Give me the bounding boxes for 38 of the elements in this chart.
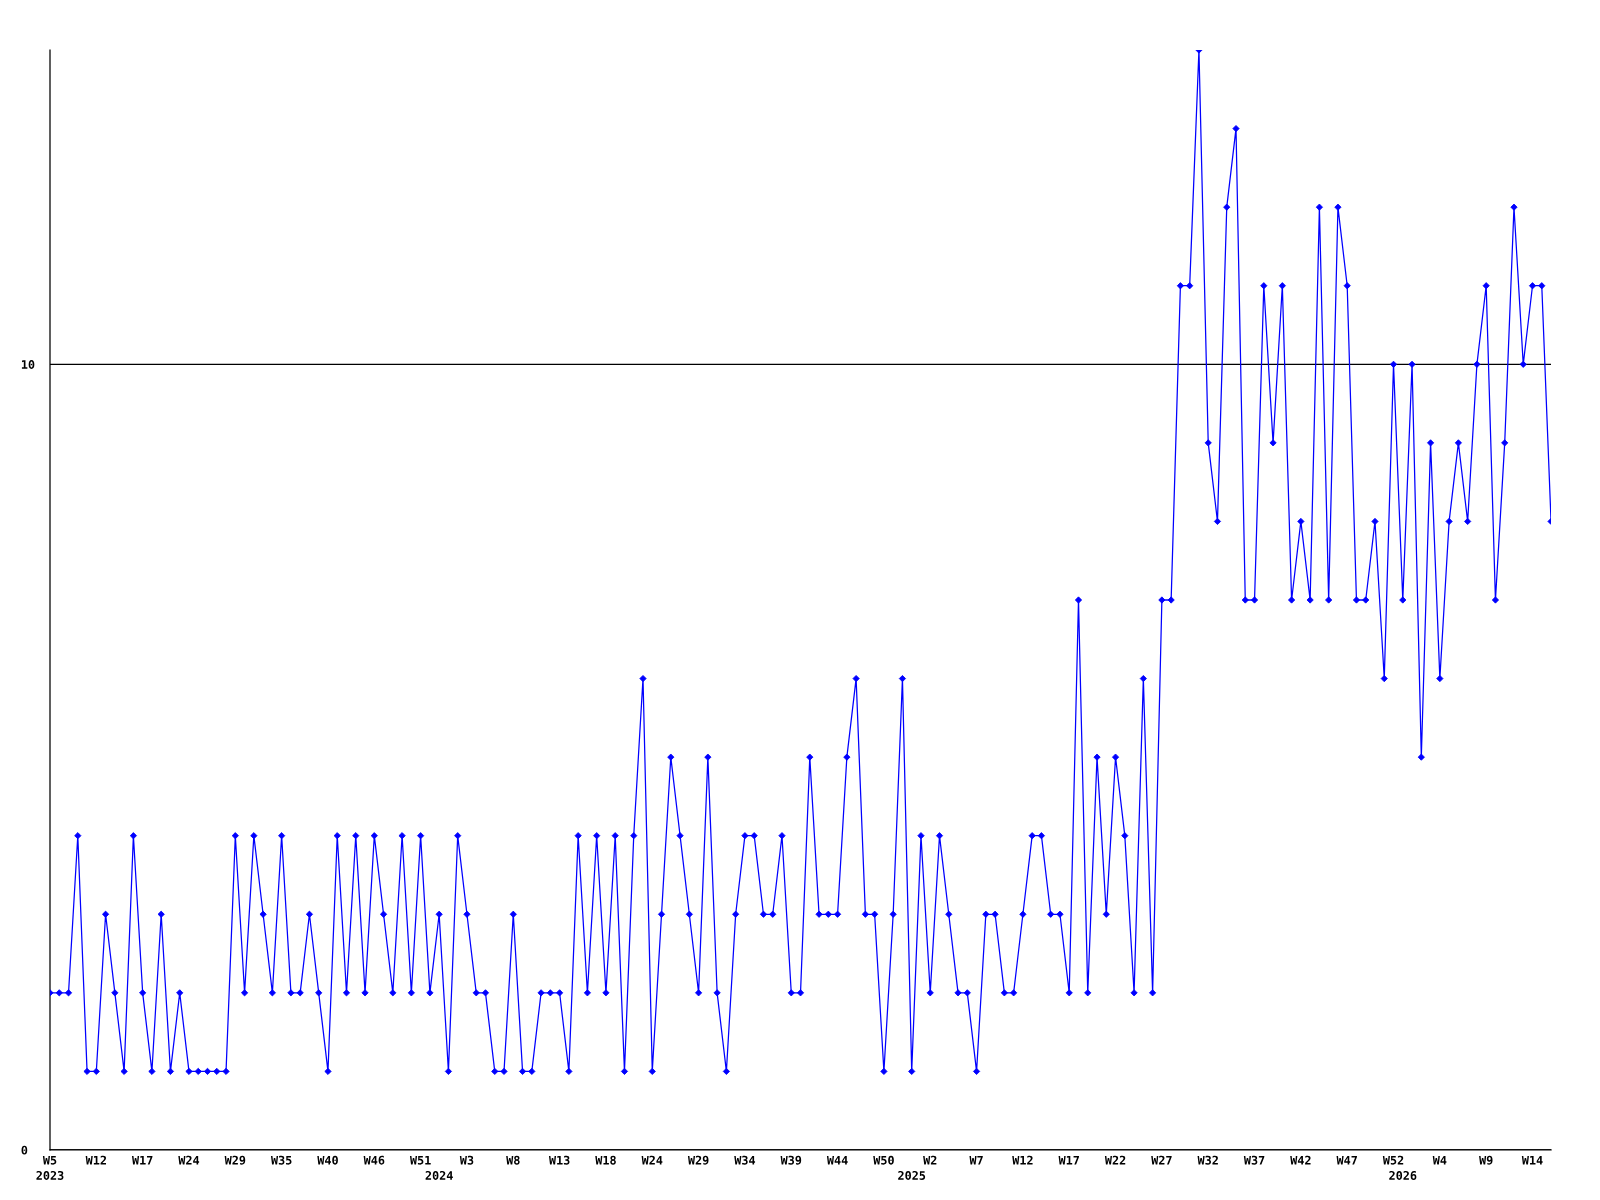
x-tick-label: W44	[826, 1155, 848, 1165]
x-tick-label: W47	[1336, 1155, 1357, 1165]
x-tick-label: W52	[1382, 1155, 1404, 1165]
y-tick-label: 10	[21, 360, 35, 369]
x-tick-label: W39	[780, 1155, 802, 1165]
x-tick-label: W35	[270, 1155, 292, 1165]
x-tick-label: W27	[1151, 1155, 1172, 1165]
x-tick-label: W34	[734, 1155, 756, 1165]
x-tick-label: W12	[1012, 1155, 1033, 1165]
x-tick-label: W13	[548, 1155, 570, 1165]
x-tick-label: 2025	[898, 1171, 926, 1180]
x-tick-label: W29	[224, 1155, 246, 1165]
x-tick-label: W7	[969, 1155, 983, 1165]
x-tick-label: W4	[1432, 1155, 1447, 1165]
x-tick-label: 2026	[1389, 1171, 1417, 1180]
x-tick-label: 2024	[425, 1171, 453, 1180]
x-tick-label: W46	[363, 1155, 385, 1165]
x-tick-label: W14	[1521, 1155, 1543, 1165]
x-tick-label: W17	[1058, 1155, 1079, 1165]
x-tick-label: W2	[923, 1155, 937, 1165]
x-tick-label: W50	[873, 1155, 894, 1165]
x-tick-label: W18	[595, 1155, 616, 1165]
x-tick-label: W3	[459, 1155, 474, 1165]
x-tick-label: W9	[1479, 1155, 1493, 1165]
category-label: W5 2023	[36, 1155, 64, 1180]
x-tick-label: W32	[1197, 1155, 1218, 1165]
x-tick-label: W24	[178, 1155, 200, 1165]
x-tick-label: W40	[317, 1155, 338, 1165]
x-tick-label: W8	[506, 1155, 520, 1165]
x-tick-label: W24	[641, 1155, 663, 1165]
x-tick-label: W22	[1104, 1155, 1126, 1165]
x-tick-label: W17	[132, 1155, 153, 1165]
x-tick-label: W37	[1243, 1155, 1265, 1165]
x-tick-label: W29	[687, 1155, 709, 1165]
x-tick-label: W51	[409, 1155, 431, 1165]
x-tick-label: W12	[85, 1155, 107, 1165]
y-tick-label: 0	[21, 1145, 28, 1155]
x-tick-label: W42	[1290, 1155, 1311, 1165]
